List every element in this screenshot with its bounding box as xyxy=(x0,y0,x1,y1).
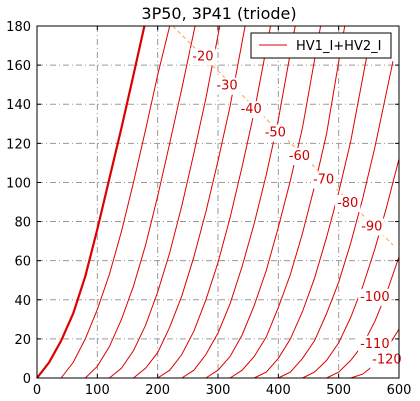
curve-line xyxy=(84,25,196,379)
x-tick-label: 600 xyxy=(387,383,412,398)
curve-label: -50 xyxy=(265,126,286,141)
y-tick-label: 40 xyxy=(14,294,31,309)
curve-line xyxy=(278,61,394,379)
curve-label-bg xyxy=(358,288,392,306)
x-tick-label: 100 xyxy=(85,383,110,398)
curve-labels: -20-30 -40-50-60-70-80-90 -100 -110-120 xyxy=(190,48,404,369)
curve-label: -80 xyxy=(337,196,358,211)
curve-label-bg xyxy=(358,335,392,353)
curve-label-bg xyxy=(286,148,313,166)
y-tick-label: 0 xyxy=(23,372,31,387)
curve-label: -40 xyxy=(241,102,262,117)
y-tick-label: 120 xyxy=(6,137,31,152)
x-tick-label: 200 xyxy=(145,383,170,398)
curve-label: -30 xyxy=(216,79,237,94)
curve-label: -20 xyxy=(192,49,213,64)
curve-label: -70 xyxy=(313,173,334,188)
curve-label-bg xyxy=(370,351,404,369)
x-tick-label: 0 xyxy=(33,383,41,398)
curve-label-bg xyxy=(238,101,264,119)
curve-label: -60 xyxy=(289,149,310,164)
curve-label-bg xyxy=(335,195,361,212)
legend: HV1_I+HV2_I xyxy=(250,32,392,59)
curve-label-bg xyxy=(359,218,385,236)
chart-title: 3P50, 3P41 (triode) xyxy=(141,4,296,23)
x-tick-label: 400 xyxy=(266,383,291,398)
axis-ticks: 0 100 200 300 400 500 600 0 20 40 60 80 100 120 140 160… xyxy=(6,20,411,398)
y-tick-label: 140 xyxy=(6,98,31,113)
curve-line xyxy=(60,25,171,379)
grid xyxy=(37,26,399,378)
curve-label: -100 xyxy=(360,290,390,305)
legend-label: HV1_I+HV2_I xyxy=(296,39,381,54)
curve-label-bg xyxy=(214,77,240,95)
y-tick-label: 180 xyxy=(6,20,31,35)
curve-label-bg xyxy=(262,124,288,142)
x-tick-label: 300 xyxy=(206,383,231,398)
curve-line xyxy=(157,25,271,379)
curve-label: -90 xyxy=(361,219,382,234)
curve-line xyxy=(181,25,296,379)
curve-line xyxy=(109,25,221,379)
curve-label: -110 xyxy=(360,337,390,352)
y-tick-label: 60 xyxy=(14,255,31,270)
y-tick-label: 100 xyxy=(6,176,31,191)
y-tick-label: 20 xyxy=(14,333,31,348)
curve-line xyxy=(229,25,346,379)
curve-line xyxy=(253,45,370,379)
y-tick-label: 160 xyxy=(6,59,31,74)
curve-label-bg xyxy=(310,171,337,189)
y-tick-label: 80 xyxy=(14,216,31,231)
curve-line xyxy=(36,25,146,379)
curve-line xyxy=(133,25,246,379)
x-tick-label: 500 xyxy=(326,383,351,398)
curve-label-bg xyxy=(190,48,216,66)
curve-label: -120 xyxy=(372,352,402,367)
